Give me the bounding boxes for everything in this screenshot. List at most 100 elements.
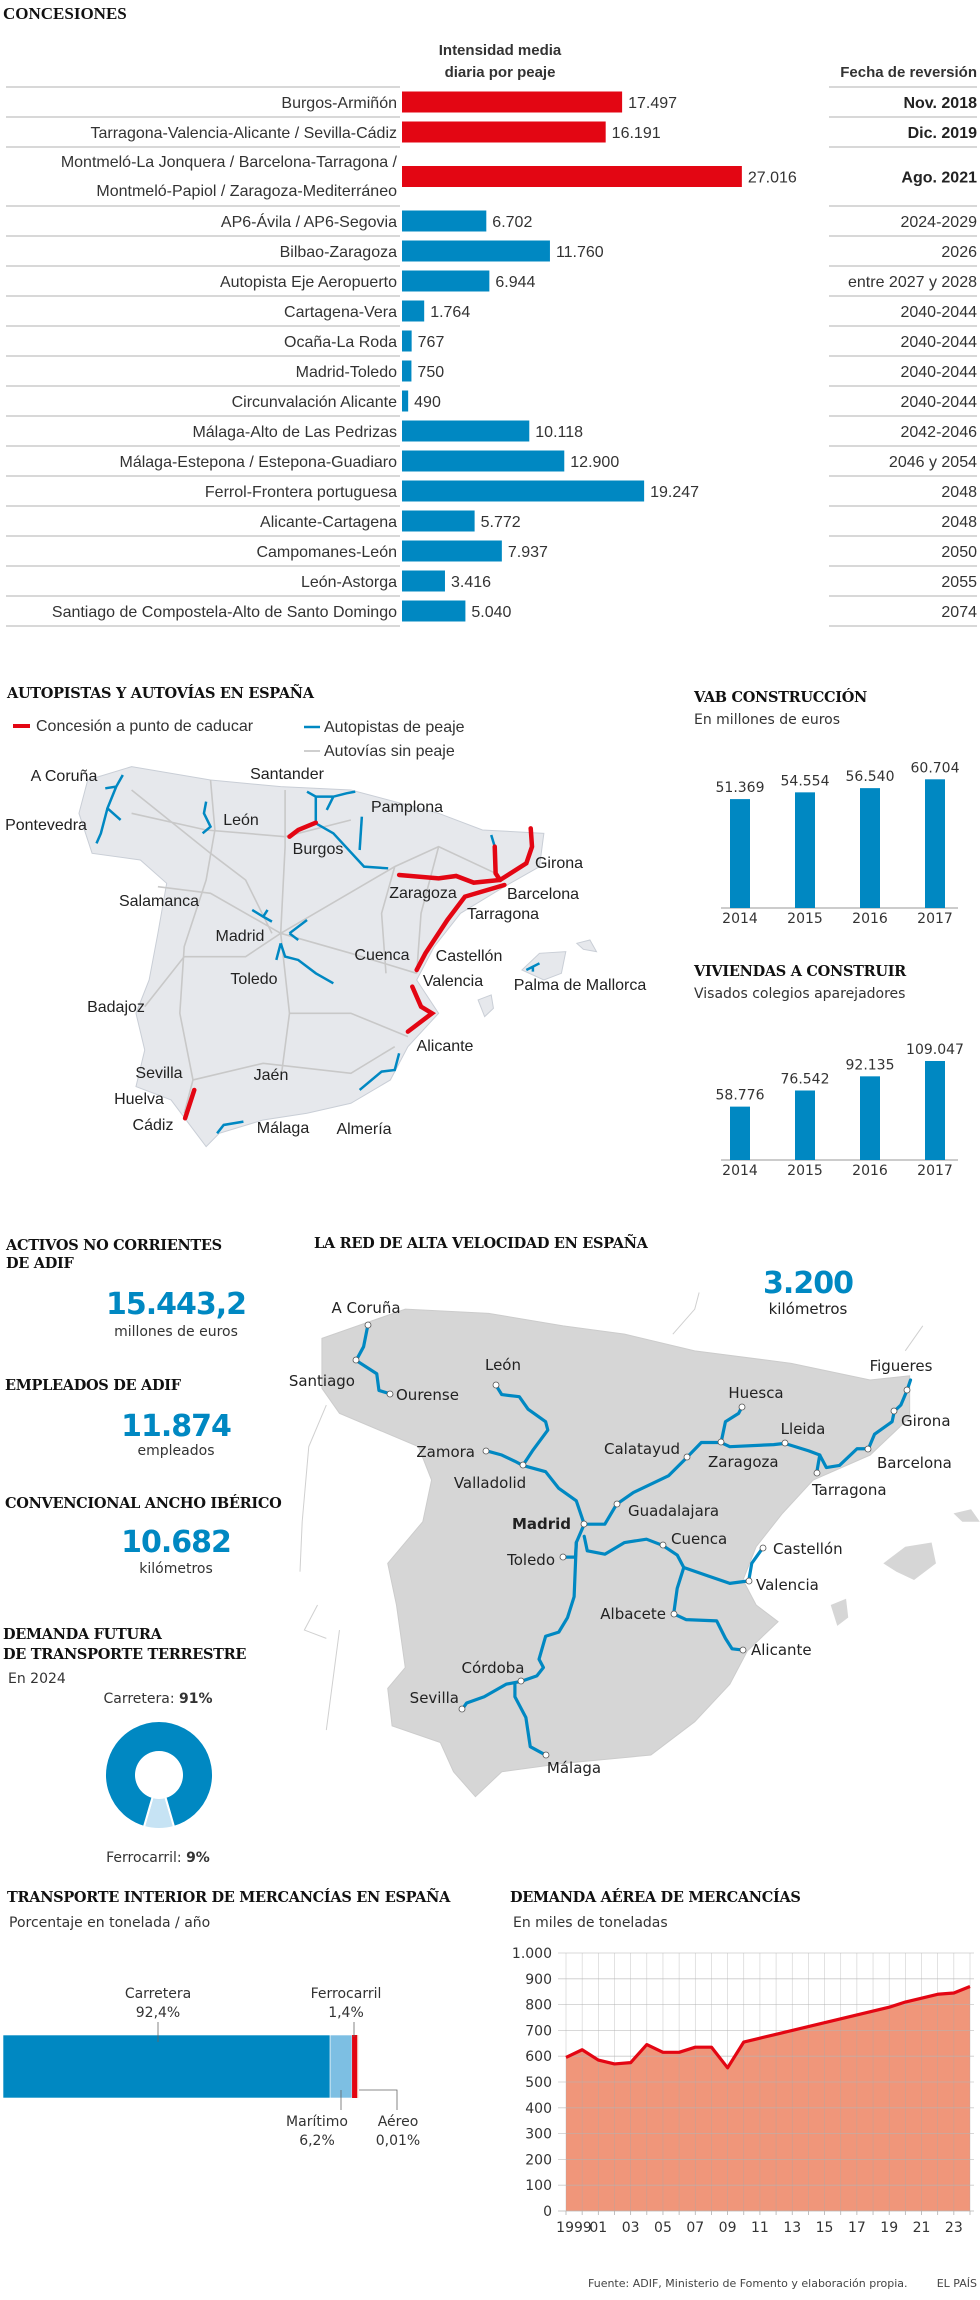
row-label: Alicante-Cartagena bbox=[260, 514, 397, 531]
city-label: Pamplona bbox=[371, 799, 443, 816]
bar bbox=[925, 1060, 945, 1160]
hsr-city-markers: A Coruña Santiago Ourense León Zamora Vallado… bbox=[289, 1299, 952, 1777]
x-tick-label: 2016 bbox=[852, 1163, 888, 1179]
legend-expiring-label: Concesión a punto de caducar bbox=[36, 718, 254, 735]
station-dot bbox=[745, 1577, 753, 1585]
city-label: Málaga bbox=[257, 1120, 310, 1137]
x-tick-label: 23 bbox=[945, 2220, 963, 2236]
toll-highways bbox=[96, 775, 539, 1133]
value-bar bbox=[402, 360, 412, 382]
row-label: Montmeló-La Jonquera / Barcelona-Tarrago… bbox=[61, 154, 398, 171]
x-tick-label: 2015 bbox=[787, 1163, 823, 1179]
station-dot bbox=[738, 1403, 746, 1411]
hsr-total-value: 3.200 bbox=[763, 1266, 853, 1301]
city-label: Tarragona bbox=[467, 906, 539, 923]
city-label: Albacete bbox=[600, 1605, 666, 1623]
bar bbox=[860, 1076, 880, 1160]
value-bar bbox=[402, 210, 487, 232]
station-dot bbox=[519, 1461, 527, 1469]
row-label: Cartagena-Vera bbox=[284, 304, 397, 321]
y-tick-label: 100 bbox=[525, 2178, 552, 2194]
city-label: Madrid bbox=[216, 928, 265, 945]
reversion-date: 2048 bbox=[941, 514, 977, 531]
value-bar bbox=[402, 420, 530, 442]
city-label: León bbox=[485, 1356, 521, 1374]
value-bar bbox=[402, 600, 466, 622]
station-dot bbox=[580, 1520, 588, 1528]
ibiza-island bbox=[830, 1598, 849, 1626]
x-tick-label: 21 bbox=[913, 2220, 931, 2236]
city-label: A Coruña bbox=[31, 768, 98, 785]
value-bar bbox=[402, 450, 565, 472]
city-label: Figueres bbox=[870, 1357, 933, 1375]
reversion-date: Ago. 2021 bbox=[901, 170, 977, 187]
city-label: Málaga bbox=[547, 1759, 601, 1777]
city-label: Guadalajara bbox=[628, 1502, 719, 1520]
table-row: Circunvalación Alicante 490 2040-2044 bbox=[232, 390, 977, 412]
city-label: Burgos bbox=[293, 841, 344, 858]
reversion-date: Dic. 2019 bbox=[908, 125, 977, 142]
x-tick-label: 2015 bbox=[787, 911, 823, 927]
convencional-value: 10.682 bbox=[121, 1525, 231, 1560]
vab-bar-chart: 51.369 2014 54.554 2015 56.540 2016 60.704 2017 bbox=[716, 760, 960, 927]
aereo-label: Aéreo bbox=[378, 2114, 419, 2130]
hsr-map-title: LA RED DE ALTA VELOCIDAD EN ESPAÑA bbox=[314, 1233, 649, 1252]
value-bar bbox=[402, 300, 425, 322]
carretera-value: 92,4% bbox=[136, 2005, 180, 2021]
city-label: Salamanca bbox=[119, 893, 199, 910]
value-label: 12.900 bbox=[570, 454, 619, 471]
table-row: Alicante-Cartagena 5.772 2048 bbox=[260, 510, 977, 532]
row-label: Bilbao-Zaragoza bbox=[280, 244, 398, 261]
city-label: Jaén bbox=[254, 1067, 289, 1084]
france-border bbox=[673, 1293, 923, 1351]
station-dot bbox=[492, 1381, 500, 1389]
city-label: Badajoz bbox=[87, 999, 145, 1016]
demanda-subtitle: En 2024 bbox=[8, 1671, 66, 1687]
viviendas-subtitle: Visados colegios aparejadores bbox=[694, 986, 905, 1002]
value-bar bbox=[402, 121, 606, 143]
portugal-outline bbox=[300, 1405, 339, 1730]
bar bbox=[860, 788, 880, 908]
ferrocarril-label: Ferrocarril bbox=[311, 1986, 382, 2002]
y-tick-label: 400 bbox=[525, 2101, 552, 2117]
city-label: Cádiz bbox=[133, 1117, 174, 1134]
city-label: Alicante bbox=[417, 1038, 474, 1055]
station-dot bbox=[670, 1610, 678, 1618]
city-label: Valladolid bbox=[454, 1474, 526, 1492]
data-label: 60.704 bbox=[911, 760, 960, 776]
city-label: Huesca bbox=[728, 1384, 783, 1402]
value-bar bbox=[402, 480, 645, 502]
city-label: Zaragoza bbox=[708, 1453, 779, 1471]
city-label: Santiago bbox=[289, 1372, 355, 1390]
legend-free-label: Autovías sin peaje bbox=[324, 743, 455, 760]
table-row: Cartagena-Vera 1.764 2040-2044 bbox=[284, 300, 977, 322]
station-dot bbox=[903, 1386, 911, 1394]
city-label: León bbox=[223, 812, 259, 829]
table-row: Ocaña-La Roda 767 2040-2044 bbox=[284, 330, 977, 352]
reversion-date: 2074 bbox=[941, 604, 977, 621]
series-line bbox=[565, 1985, 971, 2070]
intensity-header-line2: diaria por peaje bbox=[445, 64, 556, 81]
hsr-lines bbox=[356, 1325, 910, 1755]
city-label: Calatayud bbox=[604, 1440, 680, 1458]
value-label: 7.937 bbox=[508, 544, 548, 561]
segment-carretera bbox=[2, 2034, 331, 2099]
x-tick-label: 11 bbox=[751, 2220, 769, 2236]
y-tick-label: 600 bbox=[525, 2049, 552, 2065]
city-label: Córdoba bbox=[462, 1659, 525, 1677]
city-label: Castellón bbox=[773, 1540, 843, 1558]
empleados-unit: empleados bbox=[138, 1443, 215, 1459]
value-bar bbox=[402, 570, 445, 592]
activos-value: 15.443,2 bbox=[106, 1287, 246, 1322]
empleados-title: EMPLEADOS DE ADIF bbox=[5, 1377, 182, 1394]
ferrocarril-value: 9% bbox=[186, 1850, 210, 1866]
table-row: Campomanes-León 7.937 2050 bbox=[256, 540, 977, 562]
reversion-date: 2026 bbox=[941, 244, 977, 261]
concesiones-title: CONCESIONES bbox=[3, 4, 127, 23]
data-label: 58.776 bbox=[716, 1088, 765, 1104]
ferrocarril-value: 1,4% bbox=[328, 2005, 364, 2021]
transporte-subtitle: Porcentaje en tonelada / año bbox=[9, 1915, 210, 1931]
bar bbox=[795, 792, 815, 908]
